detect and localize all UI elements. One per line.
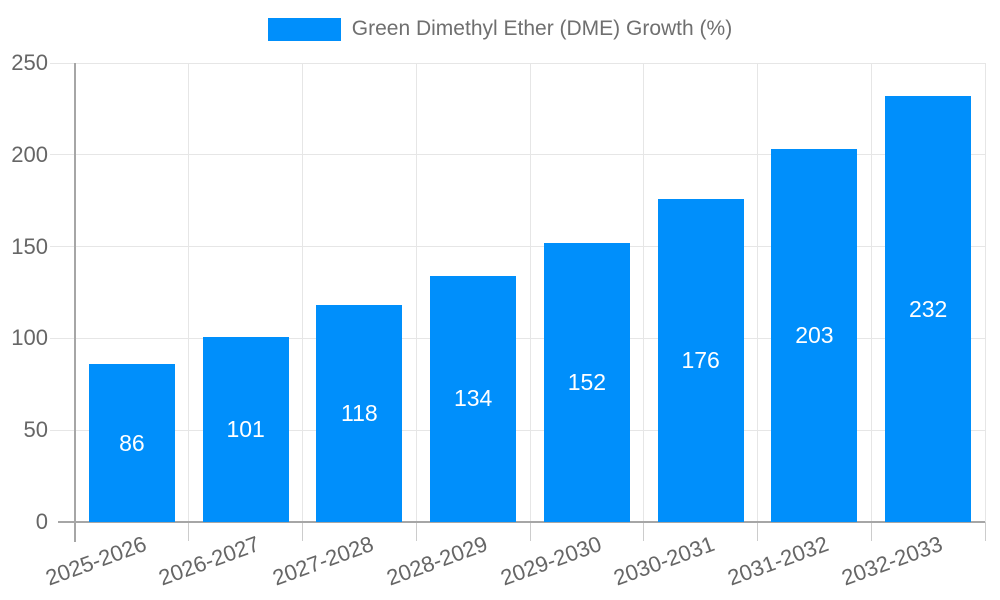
y-gridline: [50, 246, 985, 248]
x-axis-tick: [302, 522, 303, 541]
bar-2029-2030[interactable]: 152: [543, 242, 630, 522]
legend[interactable]: Green Dimethyl Ether (DME) Growth (%): [0, 17, 1000, 41]
x-axis-tick: [870, 522, 872, 541]
y-gridline: [50, 429, 985, 431]
x-axis-tick: [984, 522, 986, 541]
y-axis-tick-label: 250: [11, 50, 48, 75]
bar-value-label: 86: [119, 429, 145, 456]
x-axis-tick: [188, 522, 190, 541]
bar-2025-2026[interactable]: 86: [88, 364, 175, 522]
bar-2028-2029[interactable]: 134: [430, 275, 517, 522]
bar-value-label: 176: [681, 346, 720, 373]
x-axis-tick-label: 2030-2031: [610, 531, 719, 591]
x-axis-tick: [415, 522, 417, 541]
x-axis-tick-label: 2029-2030: [497, 531, 605, 591]
x-axis-tick-label: 2025-2026: [42, 531, 150, 591]
x-gridline: [984, 63, 986, 522]
x-gridline: [643, 63, 645, 522]
bar-2031-2032[interactable]: 203: [771, 149, 858, 522]
x-axis-tick: [643, 522, 645, 541]
x-axis-line: [58, 521, 985, 523]
y-axis-tick-label: 200: [11, 141, 48, 167]
x-axis-tick: [529, 522, 531, 541]
x-axis-tick-label: 2027-2028: [269, 531, 377, 591]
y-axis-tick-label: 100: [11, 325, 48, 351]
y-axis-line: [74, 63, 76, 542]
legend-swatch: [267, 17, 341, 41]
bar-2027-2028[interactable]: 118: [316, 305, 403, 522]
bar-value-label: 152: [567, 368, 607, 395]
y-gridline: [50, 62, 985, 64]
bar-value-label: 134: [453, 385, 493, 412]
x-axis-tick: [757, 522, 758, 541]
x-axis-tick-label: 2032-2033: [838, 531, 946, 591]
legend-label: Green Dimethyl Ether (DME) Growth (%): [351, 17, 733, 40]
y-axis-tick-label: 150: [11, 233, 48, 259]
bar-2026-2027[interactable]: 101: [202, 336, 289, 522]
bar-value-label: 203: [795, 322, 834, 349]
x-gridline: [188, 63, 190, 522]
y-gridline: [50, 337, 985, 339]
y-gridline: [50, 154, 985, 156]
bar-value-label: 118: [341, 400, 378, 427]
x-gridline: [415, 63, 417, 522]
y-axis-tick-label: 0: [35, 509, 48, 534]
bar-value-label: 232: [908, 295, 948, 322]
x-axis-tick-label: 2026-2027: [155, 531, 264, 591]
x-gridline: [757, 63, 758, 522]
x-gridline: [302, 63, 303, 522]
x-axis-tick-label: 2031-2032: [724, 531, 832, 591]
y-axis-tick-label: 50: [23, 417, 48, 443]
bar-2032-2033[interactable]: 232: [885, 96, 972, 522]
x-axis-tick-label: 2028-2029: [383, 531, 491, 591]
bar-2030-2031[interactable]: 176: [657, 198, 744, 522]
bar-value-label: 101: [226, 415, 265, 442]
x-gridline: [870, 63, 872, 522]
x-gridline: [529, 63, 531, 522]
